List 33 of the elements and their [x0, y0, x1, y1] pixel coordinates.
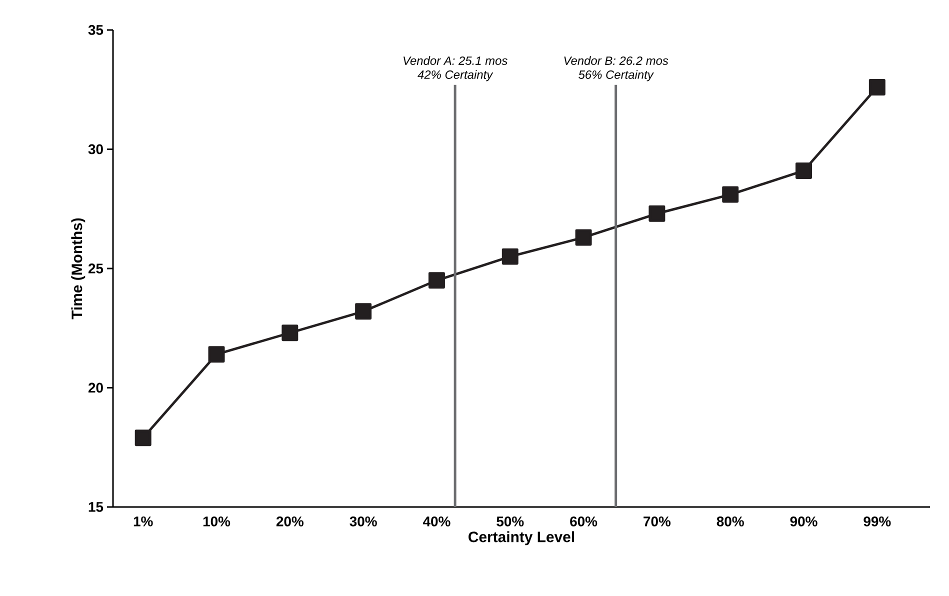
annotation: Vendor A: 25.1 mos: [404, 56, 508, 65]
annotation: 42% Certainty: [418, 70, 494, 82]
annotation: 56% Certainty: [578, 70, 654, 82]
x-tick-label: 70%: [644, 516, 671, 526]
x-tick-label: 80%: [716, 516, 744, 526]
x-tick-label: 99%: [864, 516, 891, 526]
point: [648, 205, 666, 222]
x-tick-label: 40%: [422, 516, 450, 526]
point: [282, 324, 298, 342]
y-tick-label: 25: [88, 264, 104, 274]
x-tick-label: 30%: [350, 516, 377, 526]
y-tick-label: 30: [88, 144, 103, 154]
point: [355, 303, 372, 320]
y-tick-label: 35: [88, 25, 104, 35]
x-tick-label: 90%: [790, 516, 818, 526]
point: [575, 229, 592, 246]
annotation: Vendor B: 26.2 mos: [564, 56, 668, 65]
point: [208, 346, 225, 363]
point: [428, 272, 445, 289]
y-axis-title: Time (Months): [71, 218, 86, 320]
x-tick-label: 10%: [203, 516, 230, 526]
point: [502, 248, 518, 265]
point: [796, 162, 812, 179]
x-tick-label: 1%: [134, 516, 153, 526]
x-tick-label: 20%: [276, 516, 304, 526]
point: [868, 78, 886, 96]
point: [722, 186, 739, 203]
y-tick-label: 15: [88, 502, 104, 512]
x-tick-label: 60%: [570, 516, 598, 526]
y-tick-label: 20: [88, 382, 103, 393]
x-axis-title: Certainty Level: [468, 531, 574, 546]
x-tick-label: 50%: [496, 516, 524, 526]
point: [134, 430, 152, 446]
